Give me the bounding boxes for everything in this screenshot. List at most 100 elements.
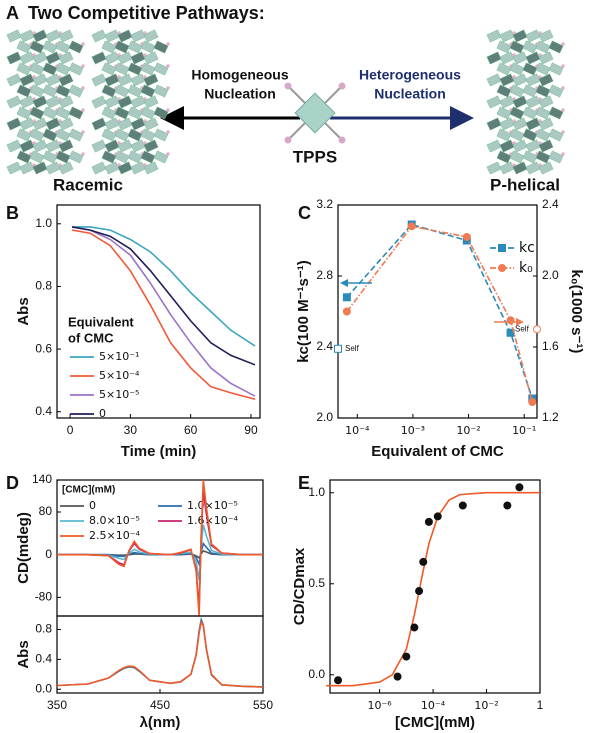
helix-block (140, 128, 156, 142)
y-tick-label: 1.0 (35, 216, 52, 230)
helix-block (117, 73, 133, 87)
marker (410, 623, 419, 632)
helix-block (19, 139, 35, 153)
helix-block (6, 51, 22, 65)
helix-atom (561, 108, 565, 112)
helix-atom (561, 152, 565, 156)
axis-arrow-head (516, 318, 524, 326)
helix-block (130, 73, 146, 87)
y-tick-label: 0.0 (35, 681, 52, 695)
panel-a: A Two Competitive Pathways: Homogeneous … (6, 3, 560, 195)
helix-block (6, 117, 22, 131)
helix-block (104, 117, 120, 131)
helix-block (130, 51, 146, 65)
helix-block (42, 84, 58, 98)
legend-title: Equivalent (68, 314, 134, 329)
panel-title: Two Competitive Pathways: (28, 3, 265, 23)
helix-atom (166, 42, 170, 46)
helix-block (104, 95, 120, 109)
legend-label: 1.0×10⁻⁵ (187, 499, 238, 512)
helix-block (68, 40, 84, 54)
helix-atom (81, 86, 85, 90)
x-tick-label: 10⁻² (474, 699, 498, 712)
plot-frame (329, 479, 541, 694)
helix-block (29, 84, 45, 98)
helix-block (143, 51, 159, 65)
y-tick-label: 2.8 (316, 268, 333, 282)
helix-block (509, 84, 525, 98)
helix-block (143, 29, 159, 43)
legend-label: k₀ (519, 260, 533, 276)
helix-block (127, 62, 143, 76)
series-line (56, 619, 264, 688)
helix-atom (166, 130, 170, 134)
marker (402, 652, 411, 661)
helix-block (91, 161, 107, 175)
y-tick-label: 2.0 (316, 410, 333, 424)
helix-block (55, 62, 71, 76)
arrow-label: Nucleation (204, 86, 276, 102)
helix-block (114, 106, 130, 120)
helix-block (127, 84, 143, 98)
helix-block (91, 95, 107, 109)
helix-block (104, 161, 120, 175)
helix-block (42, 40, 58, 54)
helix-block (68, 128, 84, 142)
helix-block (42, 150, 58, 164)
helix-atom (81, 108, 85, 112)
y-tick-label: 140 (32, 472, 52, 486)
helix-block (130, 95, 146, 109)
helix-block (486, 51, 502, 65)
y-axis-label: CD(mdeg) (15, 512, 32, 584)
molecule-label: TPPS (293, 147, 337, 166)
helix-block (58, 117, 74, 131)
self-label: Self (515, 324, 530, 333)
helix-block (496, 84, 512, 98)
helix-block (29, 62, 45, 76)
y-tick-label: 80 (39, 504, 53, 518)
marker (419, 557, 428, 566)
helix-atom (166, 108, 170, 112)
helix-block (32, 161, 48, 175)
helix-block (101, 84, 117, 98)
y2-tick-label: 2.0 (542, 268, 559, 282)
marker (528, 398, 537, 407)
legend-label: 0 (99, 407, 106, 420)
x-tick-label: 10⁻¹ (512, 424, 536, 437)
helix-block (114, 128, 130, 142)
helix-block (499, 161, 515, 175)
helix-block (42, 128, 58, 142)
helix-block (127, 106, 143, 120)
helix-block (512, 117, 528, 131)
helix-block (512, 29, 528, 43)
helix-block (29, 128, 45, 142)
helix-block (548, 62, 564, 76)
legend-title: [CMC](mM) (62, 485, 115, 496)
legend-label: 2.5×10⁻⁴ (89, 529, 141, 542)
helix-block (68, 106, 84, 120)
helix-block (548, 84, 564, 98)
helix-block (58, 95, 74, 109)
marker (462, 232, 471, 241)
helix-block (143, 95, 159, 109)
helix-block (140, 106, 156, 120)
helix-block (486, 29, 502, 43)
helix-block (19, 73, 35, 87)
helix-block (16, 84, 32, 98)
helix-block (55, 106, 71, 120)
helix-block (153, 150, 169, 164)
helix-atom (81, 152, 85, 156)
helix-block (104, 73, 120, 87)
helix-block (535, 84, 551, 98)
helix-block (127, 150, 143, 164)
legend-label: 5×10⁻¹ (99, 350, 139, 363)
helix-block (143, 161, 159, 175)
helix-block (509, 106, 525, 120)
helix-block (117, 117, 133, 131)
marker (458, 501, 467, 510)
x-tick-label: 60 (184, 423, 198, 437)
helix-atom (166, 86, 170, 90)
helix-block (522, 128, 538, 142)
helix-block (58, 29, 74, 43)
helix-block (509, 62, 525, 76)
